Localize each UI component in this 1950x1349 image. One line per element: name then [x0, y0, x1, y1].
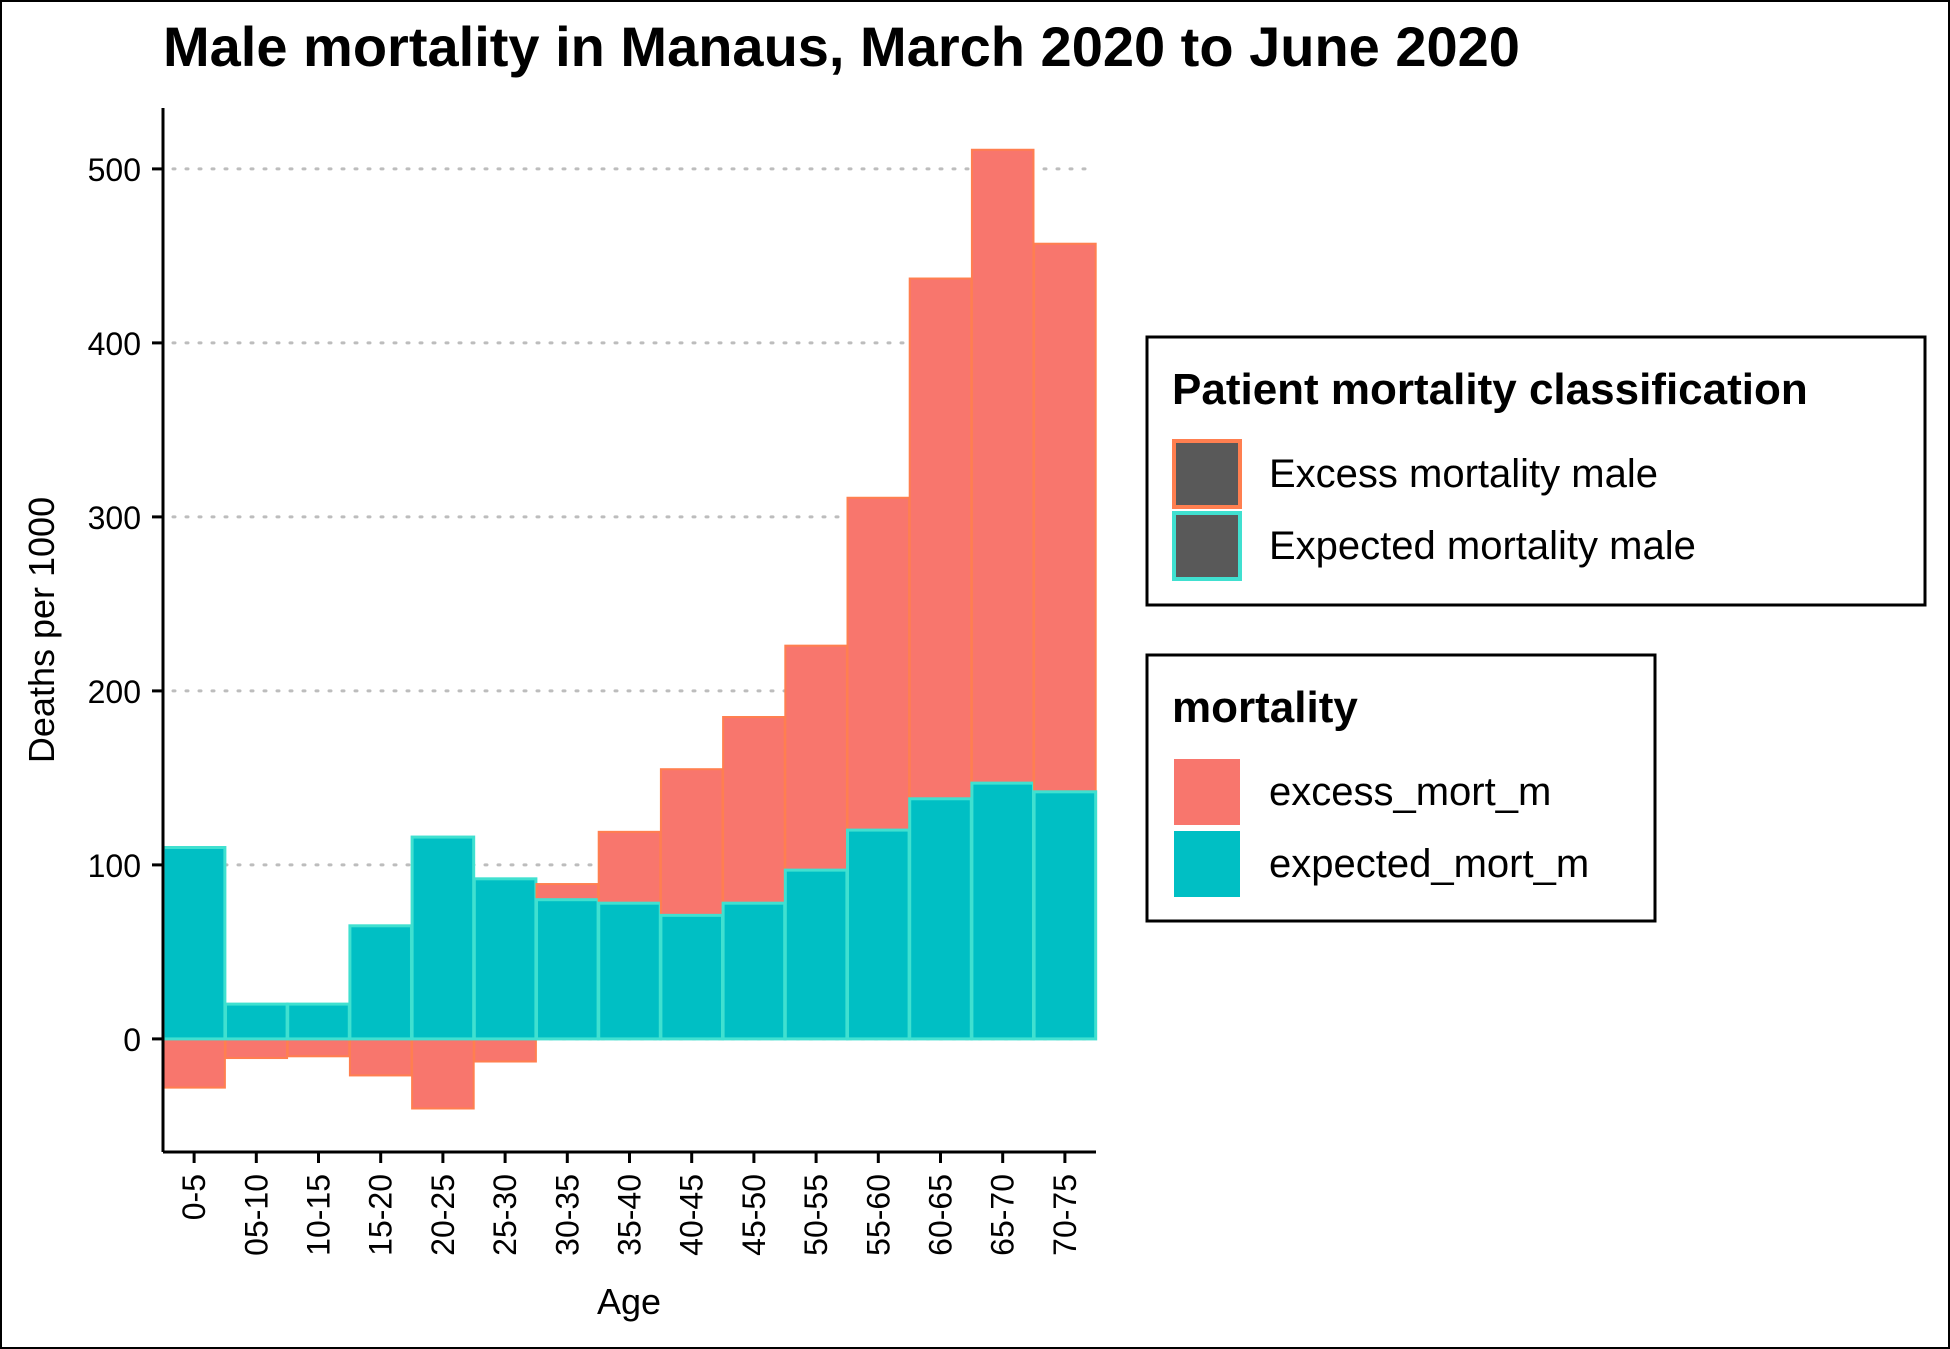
bar-excess-55-60	[846, 496, 911, 832]
bar-excess-65-70	[970, 148, 1035, 785]
legend-2: mortality excess_mort_m expected_mort_m	[1145, 653, 1657, 923]
x-tick-label: 70-75	[1047, 1174, 1083, 1256]
bar-expected-30-35	[535, 898, 600, 1041]
y-tick-label: 300	[88, 500, 141, 536]
x-axis-label: Age	[597, 1281, 661, 1322]
x-tick-label: 60-65	[923, 1174, 959, 1256]
legend-title: mortality	[1172, 683, 1358, 732]
legend-key	[1174, 759, 1240, 825]
legend-key	[1174, 831, 1240, 897]
bars	[161, 148, 1098, 1110]
bar-expected-0-5	[161, 846, 227, 1041]
x-tick-label: 10-15	[301, 1174, 337, 1256]
x-tick-label: 20-25	[425, 1174, 461, 1256]
legend-title: Patient mortality classification	[1172, 365, 1808, 414]
y-tick-label: 500	[88, 152, 141, 188]
y-axis-ticks: 0 100 200 300 400 500	[88, 152, 163, 1058]
x-tick-label: 30-35	[549, 1174, 585, 1256]
bar-expected-55-60	[846, 828, 911, 1041]
bar-expected-10-15	[286, 1002, 351, 1041]
bar-expected-35-40	[597, 901, 662, 1041]
x-tick-label: 25-30	[487, 1174, 523, 1256]
bar-excess-05-10	[224, 1037, 289, 1060]
legend-key	[1172, 511, 1242, 581]
legend-label: expected_mort_m	[1269, 842, 1589, 886]
bar-expected-25-30	[472, 877, 538, 1041]
bar-expected-65-70	[970, 781, 1035, 1041]
bar-excess-45-50	[722, 716, 786, 905]
bar-expected-05-10	[224, 1002, 289, 1041]
x-tick-label: 35-40	[612, 1174, 648, 1256]
bar-excess-15-20	[348, 1037, 413, 1077]
bar-expected-45-50	[721, 901, 787, 1041]
bar-excess-0-5	[162, 1037, 226, 1089]
legend-box	[1145, 335, 1927, 607]
legends: Patient mortality classification Excess m…	[1145, 335, 1927, 923]
bar-excess-10-15	[286, 1037, 351, 1058]
y-tick-label: 0	[123, 1022, 141, 1058]
y-tick-label: 200	[88, 674, 141, 710]
bar-excess-60-65	[908, 277, 973, 800]
bar-expected-60-65	[908, 797, 973, 1041]
legend-key	[1172, 439, 1242, 509]
legend-label: excess_mort_m	[1269, 770, 1551, 814]
legend-label: Excess mortality male	[1269, 452, 1658, 496]
bar-excess-35-40	[597, 830, 662, 905]
chart-title: Male mortality in Manaus, March 2020 to …	[163, 15, 1520, 78]
bar-excess-70-75	[1033, 242, 1097, 793]
y-tick-label: 100	[88, 848, 141, 884]
bar-expected-15-20	[348, 924, 413, 1041]
x-tick-label: 15-20	[363, 1174, 399, 1256]
bar-excess-20-25	[411, 1037, 475, 1110]
x-axis-ticks: 0-5 05-10 10-15 15-20 20-25 25-30 30-35 35-40 40…	[176, 1152, 1083, 1256]
x-tick-label: 05-10	[238, 1174, 274, 1256]
bar-expected-70-75	[1032, 790, 1098, 1041]
x-tick-label: 50-55	[798, 1174, 834, 1256]
x-tick-label: 45-50	[736, 1174, 772, 1256]
bar-excess-25-30	[473, 1037, 537, 1063]
x-tick-label: 65-70	[985, 1174, 1021, 1256]
x-tick-label: 40-45	[674, 1174, 710, 1256]
bar-expected-50-55	[783, 868, 849, 1041]
x-tick-label: 55-60	[860, 1174, 896, 1256]
legend-1: Patient mortality classification Excess m…	[1145, 335, 1927, 607]
bar-expected-40-45	[659, 913, 724, 1041]
legend-label: Expected mortality male	[1269, 524, 1696, 568]
x-tick-label: 0-5	[176, 1174, 212, 1220]
bar-expected-20-25	[410, 835, 476, 1041]
bar-excess-30-35	[535, 883, 600, 901]
bar-excess-40-45	[659, 768, 724, 917]
y-tick-label: 400	[88, 326, 141, 362]
bar-excess-50-55	[784, 644, 848, 872]
y-axis-label: Deaths per 1000	[21, 497, 62, 763]
